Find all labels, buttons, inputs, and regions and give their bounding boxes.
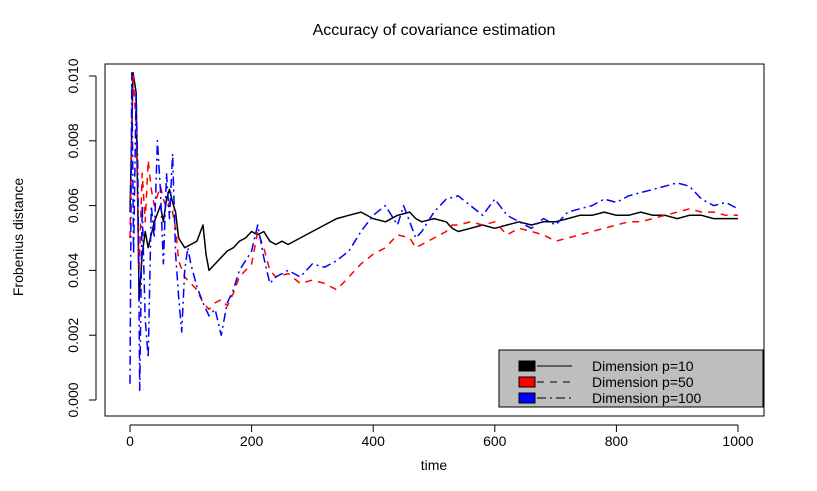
y-axis: 0.000 0.002 0.004 0.006 0.008 0.010 xyxy=(65,58,97,418)
series-layer xyxy=(129,72,739,392)
y-tick-label: 0.004 xyxy=(65,253,81,288)
x-tick-label: 0 xyxy=(126,433,134,449)
y-tick-label: 0.008 xyxy=(65,123,81,158)
legend-swatch xyxy=(518,392,536,404)
y-axis-label: Frobenius distance xyxy=(10,178,26,297)
x-tick-label: 600 xyxy=(483,433,507,449)
legend-label: Dimension p=10 xyxy=(592,358,694,374)
y-tick-label: 0.010 xyxy=(65,58,81,93)
series-line-p50 xyxy=(129,72,738,311)
y-tick-label: 0.000 xyxy=(65,382,81,417)
legend-swatch xyxy=(518,360,536,372)
x-tick-label: 1000 xyxy=(722,433,753,449)
x-tick-label: 400 xyxy=(362,433,386,449)
series-line-p10 xyxy=(129,72,738,301)
plot-frame xyxy=(104,63,765,417)
chart-title: Accuracy of covariance estimation xyxy=(313,22,556,39)
legend-label: Dimension p=100 xyxy=(592,390,702,406)
legend-label: Dimension p=50 xyxy=(592,374,694,390)
x-axis: 0 200 400 600 800 1000 xyxy=(126,424,754,449)
y-tick-label: 0.002 xyxy=(65,317,81,352)
legend-swatch xyxy=(518,376,536,388)
x-tick-label: 800 xyxy=(605,433,629,449)
x-tick-label: 200 xyxy=(240,433,264,449)
x-axis-label: time xyxy=(421,457,448,473)
series-line-p100 xyxy=(129,72,739,392)
y-tick-label: 0.006 xyxy=(65,188,81,223)
